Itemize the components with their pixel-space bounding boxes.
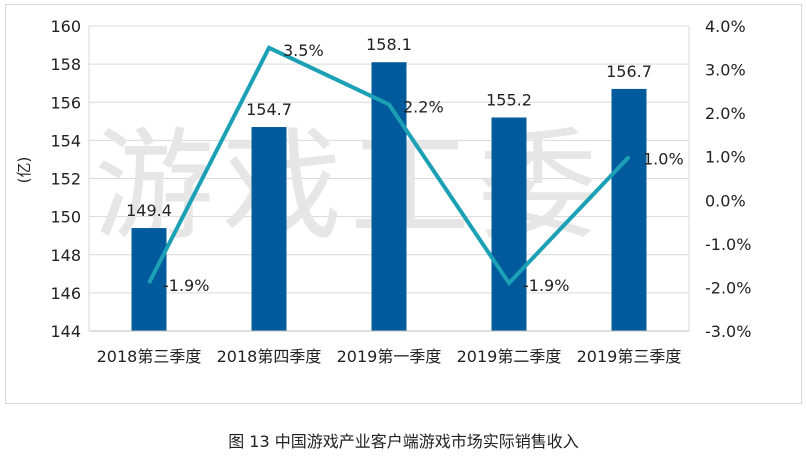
line-value-label: -1.9% [523,276,569,295]
bar-value-label: 158.1 [366,35,412,54]
bar [251,127,287,331]
y2-tick-label: 0.0% [705,191,746,210]
line-point [628,156,630,158]
y2-tick-label: -1.0% [705,235,751,254]
y-tick-label: 158 [50,55,81,74]
line-value-label: 3.5% [283,41,324,60]
y2-tick-label: 3.0% [705,61,746,80]
y-tick-label: 160 [50,17,81,36]
watermark-text: 游戏工委 [94,118,606,257]
y-tick-label: 150 [50,208,81,227]
y2-tick-label: -3.0% [705,322,751,341]
x-tick-label: 2018第四季度 [217,347,322,366]
line-value-label: 1.0% [643,150,684,169]
bar-value-label: 156.7 [606,62,652,81]
line-point [388,103,390,105]
y-tick-label: 146 [50,284,81,303]
line-point [148,282,150,284]
figure-caption: 图 13 中国游戏产业客户端游戏市场实际销售收入 [228,432,579,451]
y2-tick-label: -2.0% [705,278,751,297]
axes: 144 146 148 150 152 154 156 158 160 -3.0% -2.0% -1.… [50,17,751,366]
y-tick-label: 144 [50,322,81,341]
bar-value-label: 149.4 [126,201,172,220]
y-tick-label: 148 [50,246,81,265]
line-point [508,282,510,284]
line-value-label: -1.9% [163,276,209,295]
x-tick-label: 2019第三季度 [577,347,682,366]
x-tick-label: 2019第二季度 [457,347,562,366]
line-value-label: 2.2% [403,97,444,116]
y-axis-label: (亿) [15,157,33,184]
data-labels: 149.4 154.7 158.1 155.2 156.7 -1.9% 3.5% 2.2% -1… [126,35,684,295]
x-tick-label: 2018第三季度 [97,347,202,366]
y-tick-label: 156 [50,93,81,112]
x-tick-label: 2019第一季度 [337,347,442,366]
bar-value-label: 154.7 [246,100,292,119]
y2-tick-label: 4.0% [705,17,746,36]
y-tick-label: 152 [50,170,81,189]
bar-series [131,62,647,331]
line-point [268,47,270,49]
chart: 游戏工委 144 146 148 150 152 154 156 158 160 -3.0% -2.… [15,17,751,366]
y2-tick-label: 1.0% [705,148,746,167]
bar [611,88,647,331]
bar [491,117,527,331]
y-tick-label: 154 [50,131,81,150]
bar-value-label: 155.2 [486,91,532,110]
line-series [147,45,631,287]
y2-tick-label: 2.0% [705,104,746,123]
